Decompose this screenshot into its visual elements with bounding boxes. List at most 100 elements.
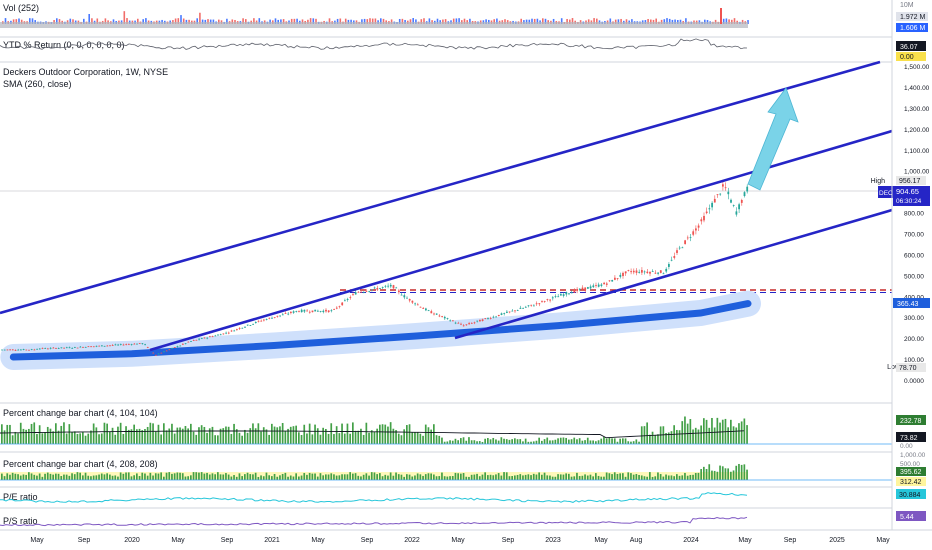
pct2-bar bbox=[325, 474, 327, 480]
volume-bar bbox=[315, 18, 317, 24]
pct2-bar bbox=[689, 474, 692, 480]
pct1-bar bbox=[457, 440, 459, 444]
pct2-bar bbox=[41, 476, 44, 480]
candle-body bbox=[141, 343, 144, 345]
pct1-bar bbox=[435, 435, 438, 444]
price-tag[interactable] bbox=[893, 186, 930, 206]
volume-bar bbox=[363, 18, 366, 24]
pct1-bar bbox=[373, 431, 376, 444]
pct1-bar bbox=[460, 438, 462, 444]
ticker-tag bbox=[878, 186, 893, 198]
pct2-bar bbox=[119, 472, 122, 480]
pct2-bar bbox=[400, 474, 403, 480]
pct2-bar bbox=[727, 468, 729, 480]
pct2-bar bbox=[95, 475, 98, 480]
pct1-bar bbox=[316, 428, 319, 444]
volume-bar bbox=[274, 18, 277, 24]
candle-body bbox=[287, 313, 290, 315]
pct1-bar bbox=[284, 431, 287, 444]
candle-body bbox=[649, 271, 651, 274]
pct2-bar bbox=[743, 464, 746, 480]
pct2-bar bbox=[595, 473, 597, 480]
pct1-bar bbox=[481, 441, 484, 444]
volume-bar bbox=[647, 18, 649, 24]
candle-body bbox=[379, 288, 381, 289]
high-value: 956.17 bbox=[899, 178, 921, 185]
candle-body bbox=[460, 323, 462, 325]
candle-body bbox=[276, 315, 279, 317]
pct2-bar bbox=[721, 466, 724, 480]
volume-bar bbox=[650, 19, 652, 24]
pct2-bar bbox=[600, 476, 603, 480]
pe-legend: P/E ratio bbox=[3, 492, 38, 502]
pct1-bar bbox=[454, 438, 457, 444]
y-tick-label: 0.0000 bbox=[904, 378, 924, 385]
pct1-bar bbox=[6, 424, 9, 444]
candle-body bbox=[597, 284, 600, 287]
pct1-bar bbox=[716, 417, 719, 444]
candle-body bbox=[570, 292, 573, 294]
candle-body bbox=[700, 219, 703, 222]
volume-bar bbox=[277, 19, 279, 24]
candle-body bbox=[433, 313, 435, 315]
ps-pane: P/S ratio 5.44 bbox=[0, 507, 926, 527]
pct1-bar bbox=[28, 428, 30, 444]
candle-body bbox=[630, 271, 632, 273]
volume-bar bbox=[31, 18, 34, 24]
volume-bar bbox=[207, 19, 209, 24]
pct2-bar bbox=[249, 474, 252, 480]
pct2-bar bbox=[481, 474, 484, 480]
pct1-bar bbox=[343, 433, 346, 444]
pct1-bar bbox=[14, 431, 17, 444]
candle-body bbox=[740, 199, 743, 203]
volume-bar bbox=[91, 18, 93, 24]
candle-body bbox=[90, 346, 92, 348]
candle-body bbox=[122, 344, 125, 346]
x-tick-label: Sep bbox=[502, 537, 515, 544]
pct2-bar bbox=[111, 475, 114, 480]
candle-body bbox=[449, 320, 452, 322]
pct1-bar bbox=[484, 438, 486, 444]
pct2-bar bbox=[262, 476, 265, 480]
candle-body bbox=[719, 193, 722, 195]
candle-body bbox=[206, 337, 209, 339]
pct1-bar bbox=[57, 430, 60, 444]
channel-upper-line[interactable] bbox=[0, 60, 881, 315]
pct2-bar bbox=[203, 473, 206, 480]
pct2-bar bbox=[63, 474, 65, 480]
candle-body bbox=[284, 313, 287, 314]
candle-body bbox=[176, 346, 179, 348]
pct2-pane: Percent change bar chart (4, 208, 208) 1… bbox=[0, 451, 926, 486]
pct1-bar bbox=[495, 439, 497, 444]
candle-body bbox=[581, 287, 584, 290]
pct1-bar bbox=[117, 426, 119, 444]
pct1-bar bbox=[114, 434, 117, 444]
pct1-bar bbox=[352, 422, 354, 444]
volume-bar bbox=[123, 11, 126, 24]
candle-body bbox=[130, 344, 133, 346]
candle-body bbox=[52, 347, 55, 349]
pct2-bar bbox=[379, 473, 381, 480]
pe-value-tag bbox=[896, 489, 926, 499]
pct2-bar bbox=[227, 474, 230, 480]
channel-lower-line[interactable] bbox=[454, 208, 893, 340]
price-pane: Deckers Outdoor Corporation, 1W, NYSE SM… bbox=[0, 60, 930, 385]
candle-body bbox=[484, 318, 487, 320]
pct2-bar bbox=[646, 476, 648, 480]
pct2-bar bbox=[640, 475, 643, 480]
pct2-bar bbox=[681, 475, 684, 480]
volume-bar bbox=[112, 19, 115, 24]
pct1-legend: Percent change bar chart (4, 104, 104) bbox=[3, 408, 158, 418]
pct1-bar bbox=[298, 432, 300, 444]
candle-body bbox=[341, 302, 344, 306]
pct1-bar bbox=[25, 429, 27, 444]
candle-body bbox=[587, 287, 589, 289]
candle-body bbox=[92, 346, 95, 348]
candle-body bbox=[263, 319, 265, 321]
candle-body bbox=[473, 322, 476, 324]
pct1-bar bbox=[100, 433, 103, 444]
projection-arrow[interactable] bbox=[747, 87, 799, 191]
candle-body bbox=[214, 335, 217, 337]
pct2-bar bbox=[511, 476, 513, 480]
